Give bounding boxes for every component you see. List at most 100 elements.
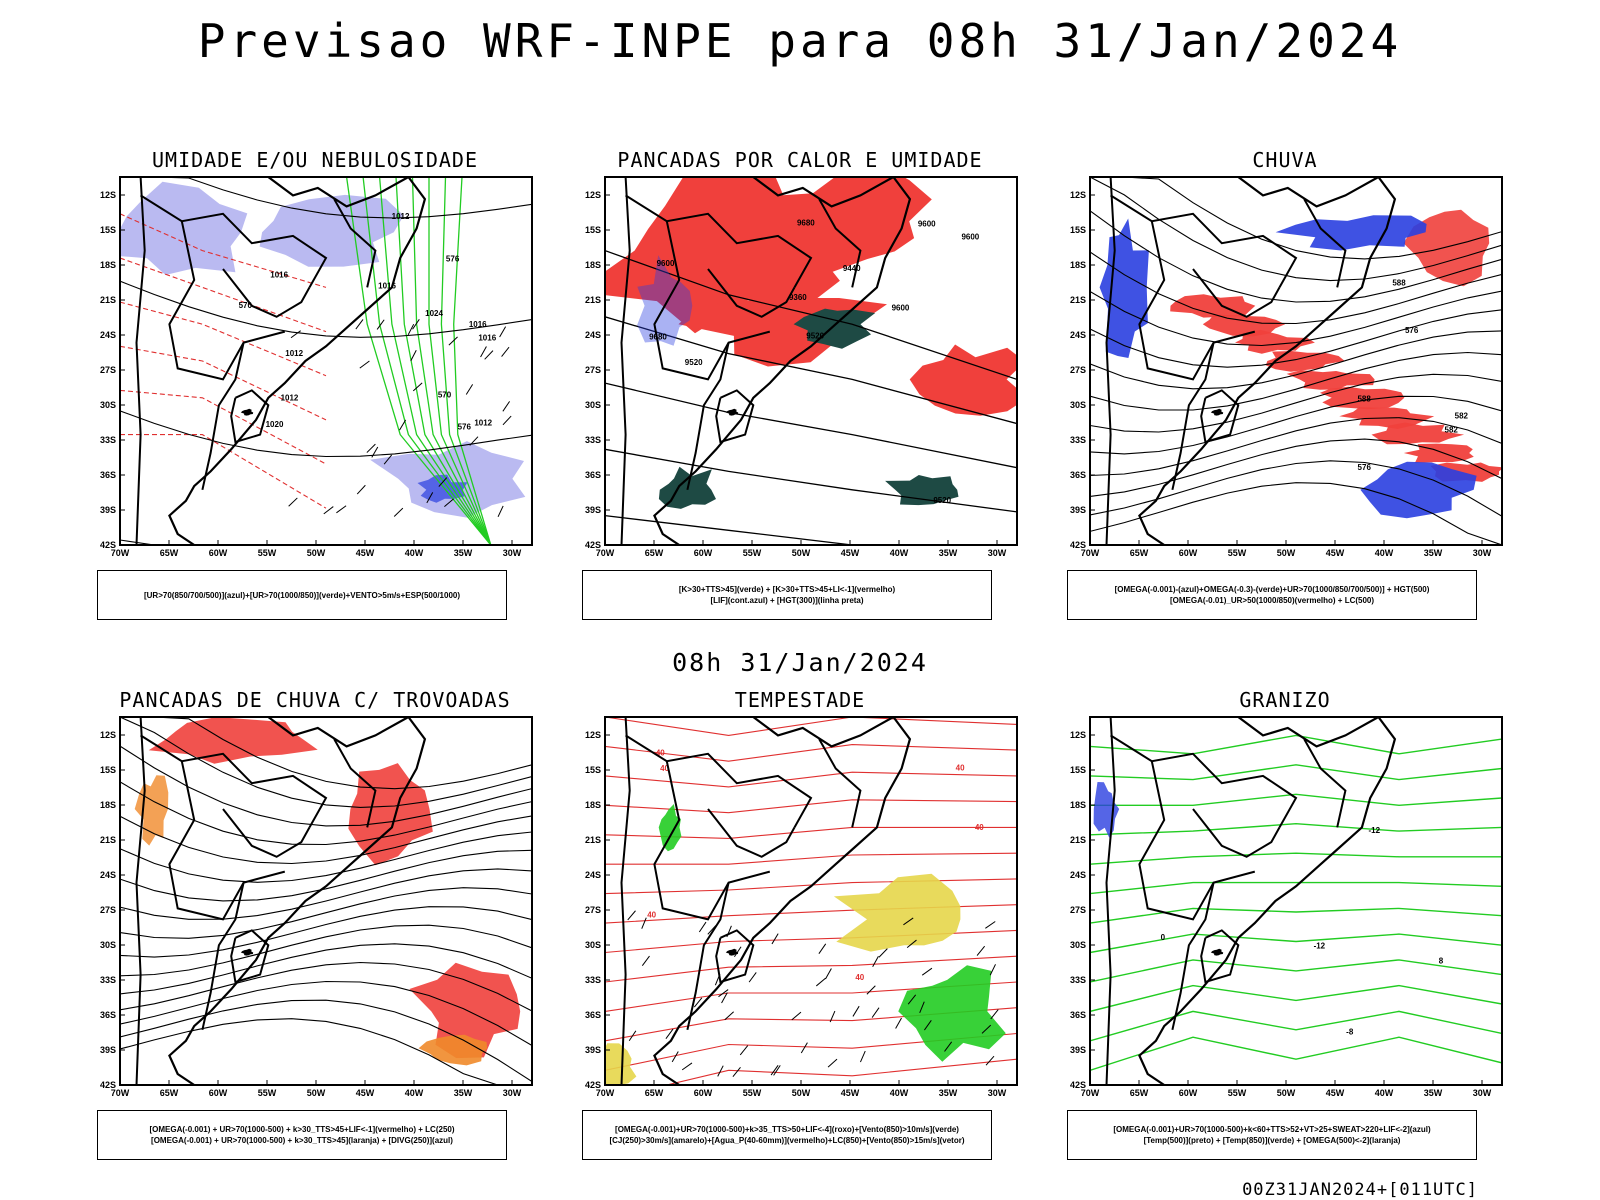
lon-tick-label: 50W [307,1088,326,1098]
contour-label: 9680 [649,333,667,342]
map-plot: 1016101610161016101210121012101257657657… [100,176,533,558]
streamline [120,849,532,902]
field-area [637,255,693,346]
contour-label: 576 [1405,326,1419,335]
lat-tick-label: 27S [1070,905,1086,915]
wind-vector [906,939,917,949]
lat-tick-label: 42S [585,1080,601,1090]
streamline [120,980,532,1046]
contour-label: 40 [647,910,656,919]
wind-vector [827,1058,838,1068]
wind-vector [359,360,370,369]
contour-label: 1012 [285,349,303,358]
lat-tick-label: 42S [585,540,601,550]
lat-tick-label: 18S [1070,800,1086,810]
lat-tick-label: 33S [100,435,116,445]
wind-vector [976,945,986,956]
lon-tick-label: 65W [645,1088,664,1098]
lon-tick-label: 50W [1277,1088,1296,1098]
lon-tick-label: 60W [1179,1088,1198,1098]
plot-frame [1089,716,1503,1086]
lat-tick-label: 30S [585,400,601,410]
wind-vector [288,497,298,507]
field-area [833,873,961,952]
contour-label: 9360 [789,293,807,302]
lat-tick-label: 15S [1070,225,1086,235]
legend-line: [OMEGA(-0.001) + UR>70(1000-500) + k>30_… [151,1136,453,1145]
contour-line [605,717,1017,736]
lat-tick-label: 33S [100,975,116,985]
contour-label: 40 [956,763,965,772]
field-area [885,475,959,506]
contour-label: 576 [1358,463,1372,472]
lat-tick-label: 39S [100,1045,116,1055]
wind-vector [924,1019,932,1031]
contour-label: 570 [239,301,253,310]
contour-line [1090,764,1502,781]
legend-line: [UR>70(850/700/500)](azul)+[UR>70(1000/8… [143,590,461,600]
streamline [120,961,532,1012]
lon-tick-label: 45W [356,1088,375,1098]
country-border [1138,760,1256,921]
contour-line [1090,793,1502,807]
wind-vector [665,1028,674,1040]
lake-shape [1210,948,1224,956]
plot-frame [604,176,1018,546]
lon-tick-label: 65W [1130,1088,1149,1098]
country-border [222,808,311,858]
map-content: -12 -12 0 8 -8 [1090,717,1502,1085]
contour-label: 1016 [270,271,288,280]
lon-tick-label: 30W [988,1088,1007,1098]
lat-tick-label: 27S [585,365,601,375]
lat-tick-label: 12S [100,730,116,740]
wind-vector [497,505,504,517]
lat-tick-label: 36S [585,470,601,480]
wind-vector [407,323,415,336]
wind-vector [681,1062,693,1071]
streamline [120,1018,532,1085]
lat-tick-label: 18S [585,800,601,810]
wind-vector [871,1007,880,1018]
plot-frame [119,716,533,1086]
streamline [1090,290,1502,347]
contour-line [362,177,492,545]
wind-vector [872,955,879,967]
lon-tick-label: 60W [1179,548,1198,558]
lat-tick-label: 27S [585,905,601,915]
lat-tick-label: 27S [100,365,116,375]
streamline [1090,482,1502,545]
contour-label: 1020 [266,420,284,429]
wind-vector [484,350,494,360]
panel-umidade: UMIDADE E/OU NEBULOSIDADE 1016 1016 1016 10… [90,148,540,620]
contour-line [605,448,1017,513]
wind-vector [290,330,301,339]
wind-vector [323,506,334,515]
wind-vector [859,1050,866,1063]
lat-tick-label: 30S [1070,940,1086,950]
country-border [168,760,286,921]
streamline [120,999,532,1082]
country-border [1105,717,1116,1085]
lat-tick-label: 12S [585,190,601,200]
lon-tick-label: 30W [1473,548,1492,558]
contour-label: -12 [1368,826,1380,835]
field-area [148,717,318,764]
lat-tick-label: 36S [585,1010,601,1020]
field-area [1093,782,1120,838]
streamline [1090,460,1502,517]
lon-tick-label: 45W [1326,1088,1345,1098]
country-border [230,929,270,984]
field-area [909,344,1017,416]
wind-vector [981,1024,992,1034]
lat-tick-label: 21S [100,835,116,845]
wind-vector [739,1045,749,1056]
contour-label: 1016 [469,320,487,329]
country-border [818,738,862,828]
country-border [625,734,813,828]
contour-line [1090,1010,1502,1042]
contour-label: 1016 [478,333,496,342]
country-border [135,177,146,545]
lon-tick-label: 35W [454,1088,473,1098]
wind-vector [852,1005,860,1017]
lat-tick-label: 24S [100,330,116,340]
